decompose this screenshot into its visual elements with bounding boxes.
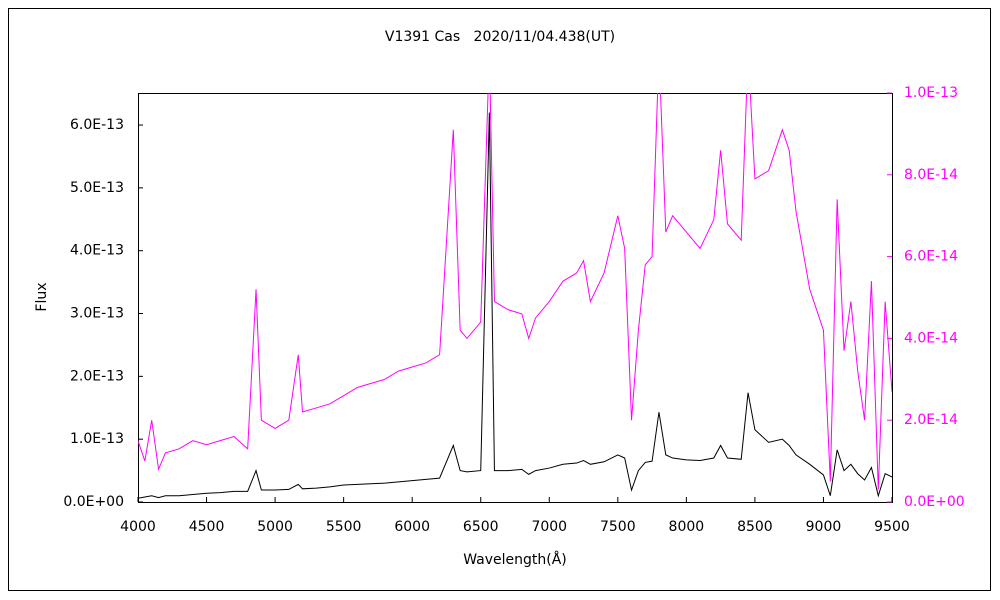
- spectrum-line: [138, 112, 892, 499]
- x-tick-label: 5500: [326, 519, 362, 535]
- x-tick-label: 6500: [463, 519, 499, 535]
- plot-frame: [138, 93, 893, 503]
- y2-tick-label: 8.0E-14: [904, 167, 958, 183]
- y2-tick-label: 4.0E-14: [904, 330, 958, 346]
- x-tick-label: 7500: [600, 519, 636, 535]
- y-tick-label: 2.0E-13: [70, 368, 124, 384]
- y-tick-label: 3.0E-13: [70, 306, 124, 322]
- x-tick-label: 7000: [531, 519, 567, 535]
- x-tick-label: 8000: [669, 519, 705, 535]
- x-tick-label: 6000: [394, 519, 430, 535]
- y-tick-label: 4.0E-13: [70, 243, 124, 259]
- x-tick-label: 9500: [874, 519, 910, 535]
- y-tick-label: 6.0E-13: [70, 117, 124, 133]
- x-tick-label: 5000: [257, 519, 293, 535]
- x-tick-label: 4500: [189, 519, 225, 535]
- chart-title: V1391 Cas 2020/11/04.438(UT): [385, 29, 615, 45]
- y2-tick-label: 1.0E-13: [904, 85, 958, 101]
- x-axis-label: Wavelength(Å): [463, 551, 567, 568]
- y2-tick-label: 6.0E-14: [904, 249, 958, 265]
- y-axis-label: Flux: [34, 282, 50, 311]
- y-tick-label: 5.0E-13: [70, 180, 124, 196]
- y-tick-label: 0.0E+00: [63, 494, 124, 510]
- spectrum-line: [138, 93, 892, 490]
- plot-area: [138, 93, 892, 499]
- x-tick-label: 8500: [737, 519, 773, 535]
- y-tick-label: 1.0E-13: [70, 431, 124, 447]
- y2-tick-label: 2.0E-14: [904, 412, 958, 428]
- x-tick-label: 4000: [120, 519, 156, 535]
- y2-tick-label: 0.0E+00: [904, 494, 965, 510]
- x-tick-label: 9000: [806, 519, 842, 535]
